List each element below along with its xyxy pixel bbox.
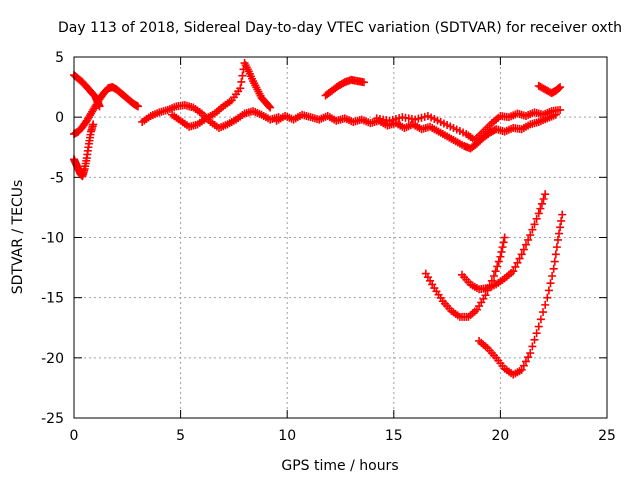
data-point	[498, 243, 507, 252]
data-point	[552, 243, 561, 252]
data-point	[497, 247, 506, 256]
data-point	[539, 194, 548, 203]
data-point	[89, 120, 98, 129]
x-tick-label: 0	[70, 428, 79, 444]
axis-ticks: 0 5 10 15 20 25 5 0 -5 -10 -15 -20 -25	[41, 50, 616, 444]
data-point	[556, 223, 565, 232]
data-point	[548, 272, 557, 281]
data-point	[530, 220, 539, 229]
data-point	[133, 102, 142, 111]
data-point	[526, 349, 535, 358]
data-point	[517, 365, 526, 374]
data-point	[509, 267, 518, 276]
chart-title: Day 113 of 2018, Sidereal Day-to-day VTE…	[58, 20, 622, 36]
series-patch-12h	[321, 75, 368, 100]
y-tick-label: -5	[50, 170, 64, 186]
data-point	[517, 250, 526, 259]
data-point	[515, 254, 524, 263]
data-point	[541, 300, 550, 309]
x-tick-label: 15	[385, 428, 403, 444]
data-point	[493, 262, 502, 271]
data-point	[551, 250, 560, 259]
series-trough-b	[458, 190, 550, 294]
data-point	[534, 209, 543, 218]
grid-lines	[74, 57, 607, 418]
data-point	[491, 267, 500, 276]
data-point	[236, 84, 245, 93]
data-point	[550, 257, 559, 266]
data-point	[536, 315, 545, 324]
x-tick-label: 25	[598, 428, 616, 444]
y-tick-label: 5	[55, 50, 64, 66]
data-point	[528, 225, 537, 234]
data-point	[499, 238, 508, 247]
series-early-rise	[70, 83, 142, 139]
data-points	[70, 59, 567, 379]
data-point	[500, 233, 509, 242]
data-point	[526, 231, 535, 240]
data-point	[536, 204, 545, 213]
series-trough-c	[475, 210, 567, 379]
data-point	[481, 291, 490, 300]
plot-frame	[73, 56, 608, 419]
x-tick-label: 10	[278, 428, 296, 444]
data-point	[546, 279, 555, 288]
data-point	[524, 353, 533, 362]
data-point	[519, 361, 528, 370]
data-point	[265, 102, 274, 111]
data-point	[524, 235, 533, 244]
series-early-fall	[70, 71, 104, 111]
data-point	[532, 329, 541, 338]
series-midday-upper	[372, 105, 565, 145]
data-point	[266, 103, 275, 112]
data-point	[237, 77, 246, 86]
data-point	[544, 286, 553, 295]
data-point	[557, 216, 566, 225]
data-point	[555, 229, 564, 238]
data-point	[521, 357, 530, 366]
data-point	[359, 78, 368, 87]
data-point	[549, 264, 558, 273]
series-patch-22h	[534, 81, 565, 98]
y-tick-label: -25	[41, 411, 64, 427]
data-point	[558, 210, 567, 219]
data-point	[511, 262, 520, 271]
x-tick-label: 5	[176, 428, 185, 444]
data-point	[238, 71, 247, 80]
y-tick-label: -10	[41, 231, 64, 247]
data-point	[519, 245, 528, 254]
y-tick-label: 0	[55, 110, 64, 126]
y-axis-label: SDTVAR / TECUs	[10, 180, 26, 295]
data-point	[543, 293, 552, 302]
data-point	[555, 83, 564, 92]
data-point	[539, 308, 548, 317]
data-point	[556, 83, 565, 92]
y-tick-label: -20	[41, 351, 64, 367]
data-point	[528, 342, 537, 351]
data-point	[537, 199, 546, 208]
data-point	[534, 322, 543, 331]
x-tick-label: 20	[491, 428, 509, 444]
series-morning-b	[168, 59, 275, 131]
series-early-dip	[70, 120, 98, 181]
data-point	[490, 272, 499, 281]
data-point	[494, 257, 503, 266]
data-point	[496, 252, 505, 261]
data-point	[513, 258, 522, 267]
data-point	[532, 214, 541, 223]
x-axis-label: GPS time / hours	[281, 458, 398, 474]
data-point	[530, 335, 539, 344]
data-point	[521, 240, 530, 249]
data-point	[556, 105, 565, 114]
data-point	[95, 102, 104, 111]
y-tick-label: -15	[41, 291, 64, 307]
data-point	[553, 235, 562, 244]
data-point	[541, 190, 550, 199]
